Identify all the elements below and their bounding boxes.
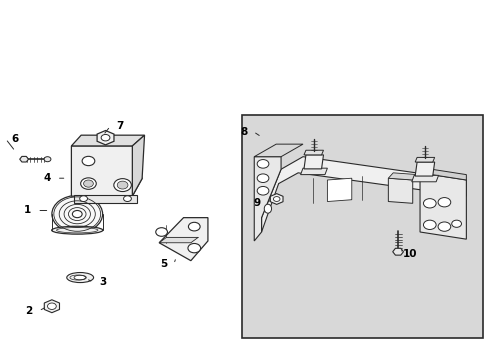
Polygon shape	[20, 156, 28, 162]
Polygon shape	[159, 218, 207, 261]
Circle shape	[47, 303, 56, 310]
Circle shape	[80, 196, 87, 202]
Circle shape	[114, 179, 131, 192]
Text: 4: 4	[43, 173, 51, 183]
Polygon shape	[387, 178, 412, 203]
Text: 2: 2	[25, 306, 33, 316]
Bar	[242, 116, 483, 338]
Ellipse shape	[67, 273, 93, 283]
Polygon shape	[419, 173, 466, 239]
Polygon shape	[411, 175, 438, 182]
Circle shape	[156, 228, 167, 236]
Circle shape	[72, 211, 82, 218]
Polygon shape	[254, 157, 281, 241]
Circle shape	[101, 134, 110, 141]
Polygon shape	[159, 237, 198, 243]
Polygon shape	[71, 135, 144, 146]
Text: 9: 9	[253, 198, 260, 208]
Circle shape	[52, 195, 102, 233]
Polygon shape	[414, 157, 434, 162]
Polygon shape	[261, 157, 466, 232]
Text: 5: 5	[160, 259, 167, 269]
Text: 10: 10	[402, 248, 417, 258]
Polygon shape	[270, 194, 283, 204]
Circle shape	[423, 220, 435, 229]
Polygon shape	[300, 168, 327, 175]
Ellipse shape	[74, 275, 86, 280]
Circle shape	[187, 243, 200, 253]
Polygon shape	[254, 144, 303, 157]
Ellipse shape	[52, 226, 102, 234]
Circle shape	[437, 198, 450, 207]
Polygon shape	[304, 150, 323, 155]
Circle shape	[273, 197, 280, 202]
Text: 3: 3	[99, 277, 106, 287]
Circle shape	[188, 222, 200, 231]
Polygon shape	[419, 167, 466, 180]
Circle shape	[123, 196, 131, 202]
Polygon shape	[387, 173, 417, 180]
Text: 8: 8	[240, 127, 246, 136]
Bar	[74, 195, 137, 203]
Circle shape	[451, 220, 461, 227]
Polygon shape	[392, 248, 403, 255]
Polygon shape	[327, 178, 351, 202]
Polygon shape	[97, 131, 114, 145]
Polygon shape	[304, 155, 323, 169]
Circle shape	[437, 222, 450, 231]
Ellipse shape	[264, 204, 271, 213]
Circle shape	[44, 157, 51, 162]
Circle shape	[83, 180, 93, 187]
Text: 6: 6	[12, 134, 19, 144]
Polygon shape	[414, 162, 434, 176]
Circle shape	[257, 159, 268, 168]
Circle shape	[82, 156, 95, 166]
Circle shape	[117, 181, 128, 189]
Text: 1: 1	[24, 206, 31, 216]
Polygon shape	[71, 146, 142, 196]
Polygon shape	[44, 300, 60, 313]
Circle shape	[257, 174, 268, 183]
Circle shape	[257, 186, 268, 195]
Circle shape	[423, 199, 435, 208]
Polygon shape	[132, 135, 144, 196]
Text: 7: 7	[116, 121, 123, 131]
Circle shape	[81, 178, 96, 189]
